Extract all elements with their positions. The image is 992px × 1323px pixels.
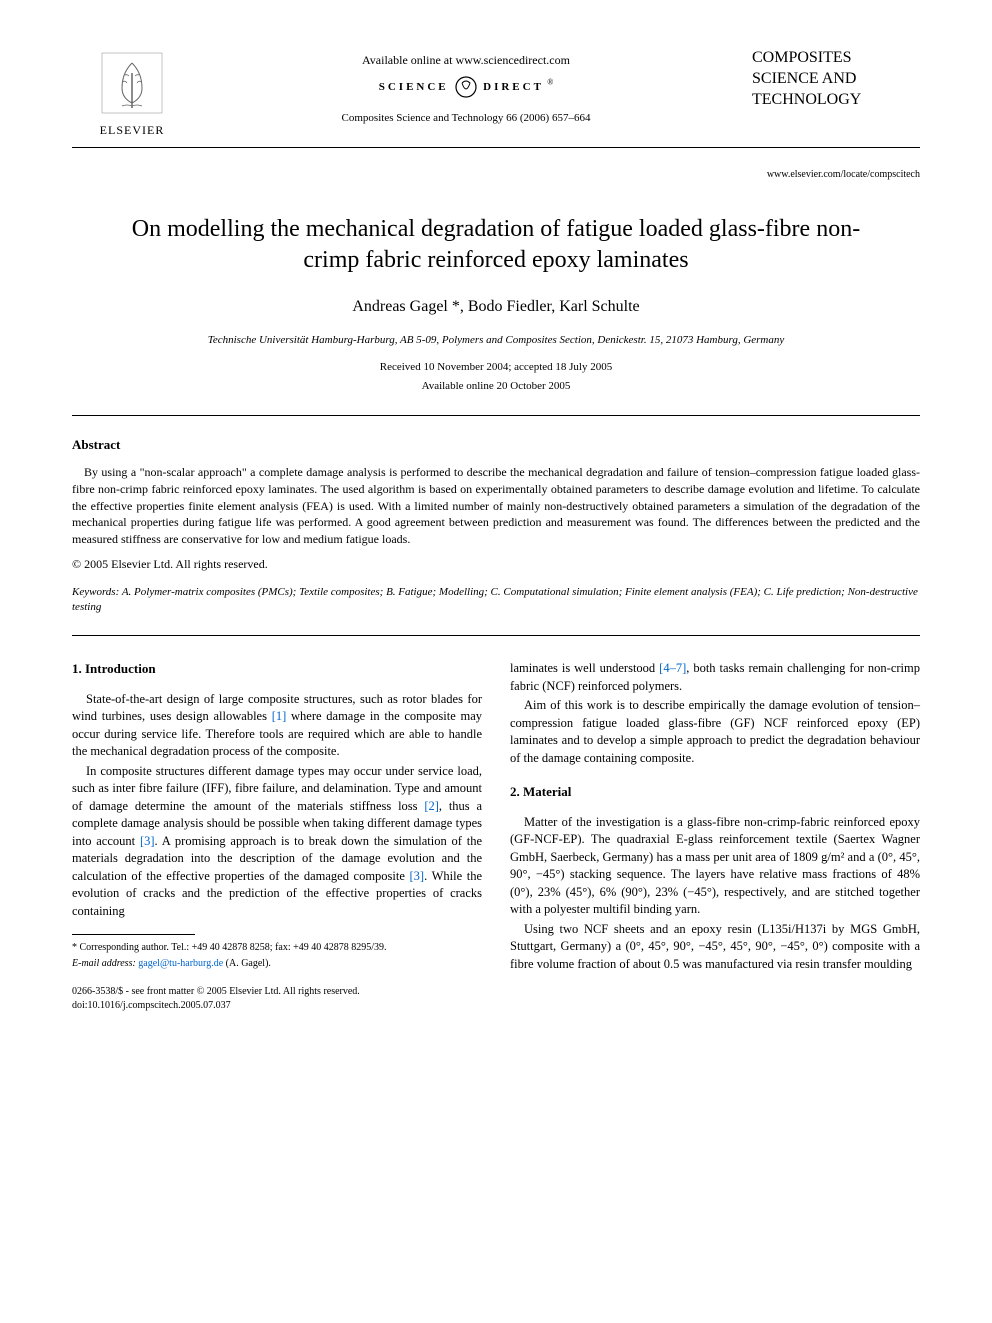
intro-p2-a: In composite structures different damage… <box>72 764 482 813</box>
affiliation: Technische Universität Hamburg-Harburg, … <box>72 333 920 348</box>
intro-paragraph-2: In composite structures different damage… <box>72 763 482 921</box>
journal-url: www.elsevier.com/locate/compscitech <box>72 168 920 182</box>
ref-link-1[interactable]: [1] <box>272 709 287 723</box>
elsevier-label: ELSEVIER <box>100 122 165 139</box>
email-link[interactable]: gagel@tu-harburg.de <box>138 958 223 969</box>
email-footnote: E-mail address: gagel@tu-harburg.de (A. … <box>72 957 482 971</box>
col2-paragraph-1: laminates is well understood [4–7], both… <box>510 660 920 695</box>
header-center: Available online at www.sciencedirect.co… <box>192 48 740 126</box>
abstract-copyright: © 2005 Elsevier Ltd. All rights reserved… <box>72 556 920 573</box>
doi-info: doi:10.1016/j.compscitech.2005.07.037 <box>72 999 482 1013</box>
sciencedirect-icon <box>454 75 478 99</box>
journal-name: COMPOSITES SCIENCE AND TECHNOLOGY <box>740 48 920 110</box>
abstract-text: By using a "non-scalar approach" a compl… <box>72 464 920 548</box>
ref-link-3b[interactable]: [3] <box>410 869 425 883</box>
material-paragraph-1: Matter of the investigation is a glass-f… <box>510 814 920 919</box>
intro-heading: 1. Introduction <box>72 660 482 678</box>
keywords-label: Keywords: <box>72 586 119 598</box>
col2-p1-a: laminates is well understood <box>510 661 659 675</box>
journal-name-l2: SCIENCE AND <box>752 70 856 87</box>
ref-link-3[interactable]: [3] <box>140 834 155 848</box>
intro-paragraph-1: State-of-the-art design of large composi… <box>72 691 482 761</box>
keywords-text: A. Polymer-matrix composites (PMCs); Tex… <box>72 586 918 613</box>
email-label: E-mail address: <box>72 958 136 969</box>
separator-bottom <box>72 635 920 636</box>
sd-text-2: DIRECT <box>483 81 544 93</box>
header-right: COMPOSITES SCIENCE AND TECHNOLOGY <box>740 48 920 110</box>
corresponding-author-footnote: * Corresponding author. Tel.: +49 40 428… <box>72 941 482 955</box>
article-title: On modelling the mechanical degradation … <box>112 214 880 276</box>
keywords: Keywords: A. Polymer-matrix composites (… <box>72 585 920 616</box>
online-date: Available online 20 October 2005 <box>72 379 920 394</box>
page-header: ELSEVIER Available online at www.science… <box>72 48 920 148</box>
journal-reference: Composites Science and Technology 66 (20… <box>192 111 740 126</box>
left-column: 1. Introduction State-of-the-art design … <box>72 660 482 1013</box>
ref-link-4-7[interactable]: [4–7] <box>659 661 686 675</box>
journal-name-l1: COMPOSITES <box>752 49 852 66</box>
available-online-text: Available online at www.sciencedirect.co… <box>192 52 740 69</box>
authors: Andreas Gagel *, Bodo Fiedler, Karl Schu… <box>72 296 920 318</box>
right-column: laminates is well understood [4–7], both… <box>510 660 920 1013</box>
abstract-heading: Abstract <box>72 436 920 454</box>
issn-info: 0266-3538/$ - see front matter © 2005 El… <box>72 985 482 999</box>
material-paragraph-2: Using two NCF sheets and an epoxy resin … <box>510 921 920 974</box>
publisher-logo-block: ELSEVIER <box>72 48 192 139</box>
separator-top <box>72 415 920 416</box>
journal-name-l3: TECHNOLOGY <box>752 91 861 108</box>
ref-link-2[interactable]: [2] <box>424 799 439 813</box>
sciencedirect-logo: SCIENCE DIRECT ® <box>192 75 740 99</box>
received-date: Received 10 November 2004; accepted 18 J… <box>72 360 920 375</box>
col2-paragraph-2: Aim of this work is to describe empirica… <box>510 697 920 767</box>
footnote-separator <box>72 934 195 935</box>
sd-text-1: SCIENCE <box>379 81 449 93</box>
email-suffix: (A. Gagel). <box>223 958 271 969</box>
material-heading: 2. Material <box>510 783 920 801</box>
body-columns: 1. Introduction State-of-the-art design … <box>72 660 920 1013</box>
elsevier-tree-icon <box>97 48 167 118</box>
